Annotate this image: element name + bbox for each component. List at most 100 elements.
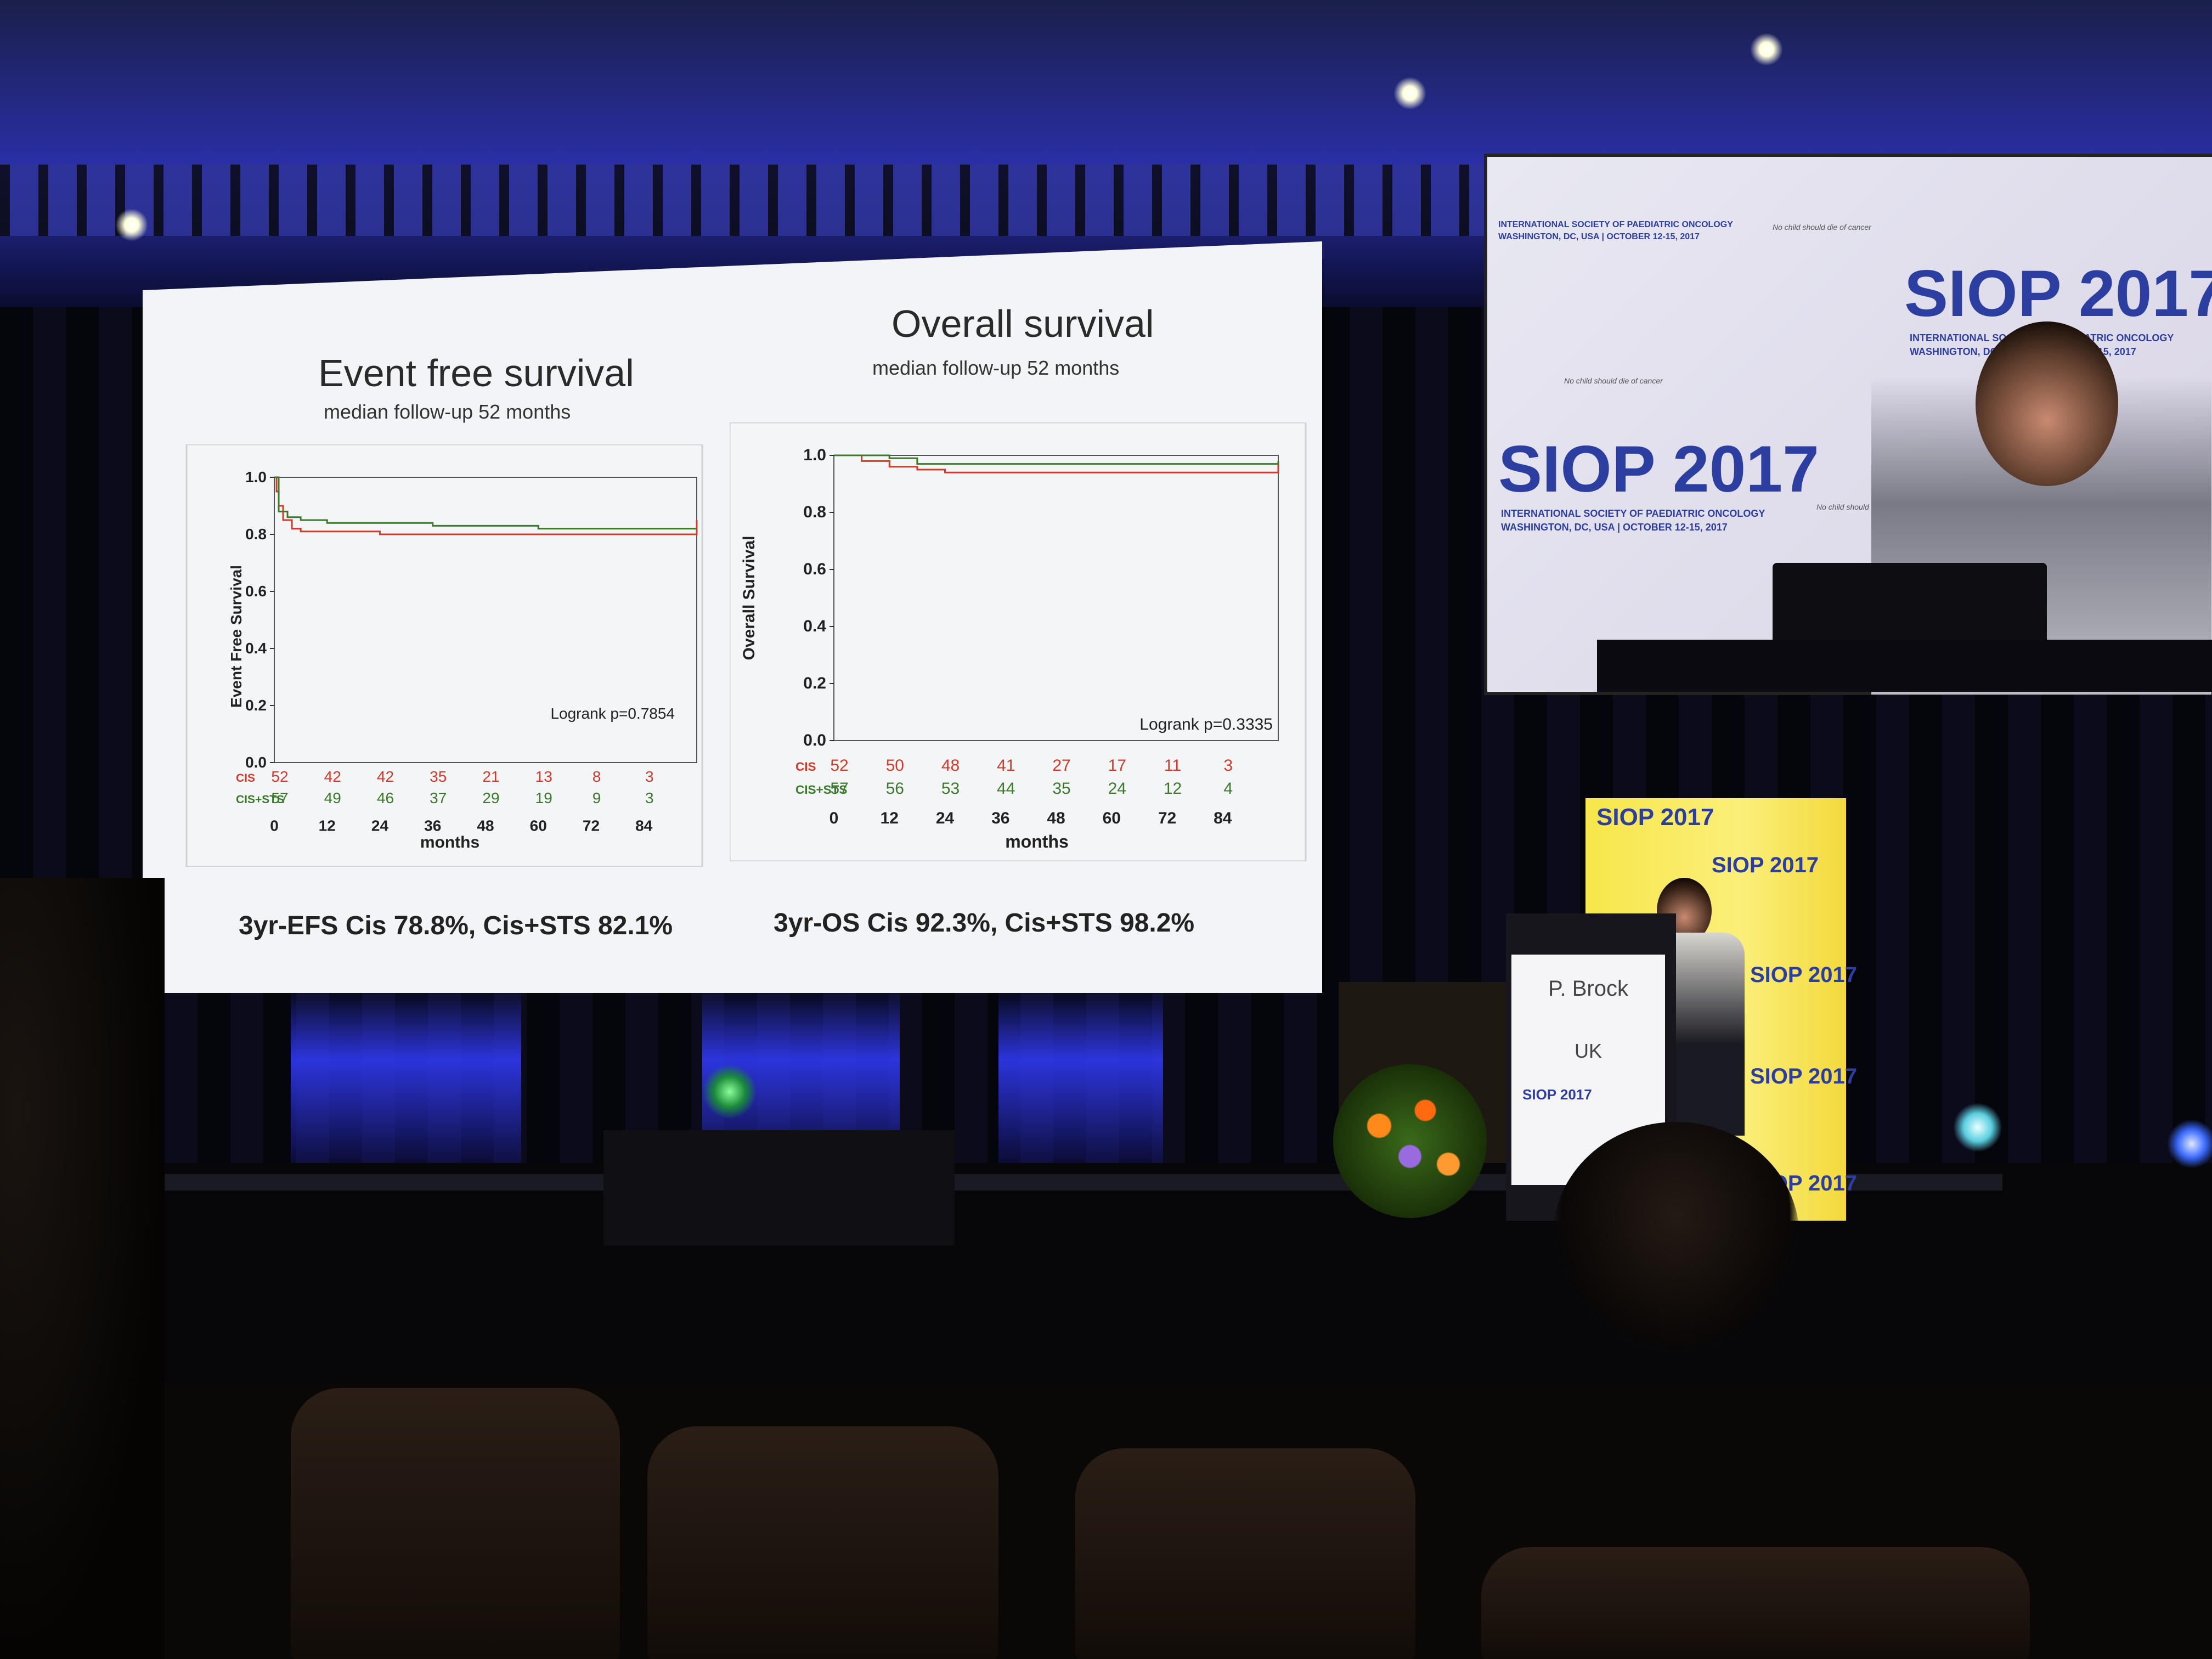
seat-back <box>1481 1547 2030 1659</box>
y-tick-label: 0.8 <box>245 526 267 543</box>
flower-bouquet <box>1333 1064 1487 1218</box>
km-curve-cis <box>834 454 1279 473</box>
at-risk-count: 27 <box>1052 757 1070 775</box>
plot-frame-1 <box>833 455 1279 741</box>
y-tick-label: 0.0 <box>245 754 267 771</box>
siop-tagline: No child should die of cancer <box>1773 223 1871 232</box>
risk-row-label: CIS <box>795 760 816 774</box>
efs-logrank: Logrank p=0.7854 <box>550 705 675 722</box>
siop-logo: SIOP 2017 <box>1498 432 1819 506</box>
siop-location: WASHINGTON, DC, USA | OCTOBER 12-15, 201… <box>1501 522 1728 533</box>
banner-logo: SIOP 2017 <box>1750 1064 1857 1088</box>
x-tick-label: 48 <box>477 817 494 834</box>
y-tick-label: 1.0 <box>803 446 826 464</box>
at-risk-count: 17 <box>1108 757 1126 775</box>
at-risk-count: 42 <box>324 768 341 785</box>
audience-member-head <box>1553 1122 1799 1352</box>
seat-back <box>1075 1448 1415 1659</box>
speaker-country: UK <box>1574 1040 1602 1062</box>
risk-row-label: CIS+STS <box>236 793 284 806</box>
os-chart-title: Overall survival <box>891 302 1154 345</box>
y-tick-label: 0.4 <box>803 617 826 635</box>
side-video-screen: SIOP 2017 INTERNATIONAL SOCIETY OF PAEDI… <box>1484 154 2212 695</box>
os-xlabel: months <box>1005 832 1069 851</box>
floor-light <box>702 1064 757 1119</box>
y-tick-label: 1.0 <box>245 469 267 486</box>
siop-society: INTERNATIONAL SOCIETY OF PAEDIATRIC ONCO… <box>1501 508 1765 519</box>
speaker-video-face <box>1976 321 2118 486</box>
efs-chart: Event Free Survival months Logrank p=0.7… <box>185 444 703 867</box>
at-risk-count: 53 <box>941 780 960 798</box>
at-risk-count: 50 <box>886 757 904 775</box>
at-risk-count: 3 <box>645 768 654 785</box>
seat-back <box>291 1388 620 1659</box>
x-tick-label: 12 <box>881 809 899 827</box>
y-tick-label: 0.2 <box>245 697 267 714</box>
x-tick-label: 0 <box>270 817 279 834</box>
at-risk-count: 35 <box>430 768 447 785</box>
efs-chart-title: Event free survival <box>318 352 634 394</box>
y-tick-label: 0.6 <box>803 560 826 578</box>
os-ylabel: Overall Survival <box>740 536 758 661</box>
floor-light <box>2167 1119 2212 1169</box>
at-risk-count: 35 <box>1052 780 1070 798</box>
at-risk-count: 57 <box>830 780 848 798</box>
x-tick-label: 0 <box>830 809 839 827</box>
podium-logo: SIOP 2017 <box>1522 1086 1592 1103</box>
risk-row-label: CIS+STS <box>795 783 847 797</box>
km-curve-cis-sts <box>834 454 1279 465</box>
at-risk-count: 24 <box>1108 780 1126 798</box>
os-chart-subtitle: median follow-up 52 months <box>872 357 1120 379</box>
x-tick-label: 12 <box>319 817 336 834</box>
y-tick-label: 0.0 <box>803 731 826 749</box>
projection-screen: Event free survival median follow-up 52 … <box>143 241 1322 993</box>
y-tick-label: 0.2 <box>803 674 826 692</box>
os-summary: 3yr-OS Cis 92.3%, Cis+STS 98.2% <box>774 909 1195 938</box>
x-tick-label: 72 <box>583 817 600 834</box>
banner-logo: SIOP 2017 <box>1596 804 1714 831</box>
efs-summary: 3yr-EFS Cis 78.8%, Cis+STS 82.1% <box>239 911 673 940</box>
at-risk-count: 42 <box>377 768 394 785</box>
siop-location: WASHINGTON, DC, USA | OCTOBER 12-15, 201… <box>1498 232 1700 241</box>
video-podium <box>1597 640 2212 692</box>
risk-row-label: CIS <box>236 772 255 785</box>
efs-chart-subtitle: median follow-up 52 months <box>324 400 571 423</box>
stage-light <box>1750 33 1783 66</box>
at-risk-count: 37 <box>430 789 447 806</box>
x-tick-label: 60 <box>530 817 547 834</box>
at-risk-count: 48 <box>941 757 960 775</box>
curtain-uplight <box>291 988 521 1169</box>
stage <box>0 1163 2212 1393</box>
at-risk-count: 13 <box>535 768 552 785</box>
siop-tagline: No child should die of cancer <box>1564 376 1663 385</box>
at-risk-count: 3 <box>645 789 654 806</box>
at-risk-count: 29 <box>482 789 499 806</box>
at-risk-count: 52 <box>271 768 288 785</box>
stage-light <box>115 208 148 241</box>
speaker-name: P. Brock <box>1548 977 1628 1001</box>
x-tick-label: 84 <box>1214 809 1232 827</box>
at-risk-count: 21 <box>482 768 499 785</box>
siop-society: INTERNATIONAL SOCIETY OF PAEDIATRIC ONCO… <box>1498 220 1733 229</box>
at-risk-count: 49 <box>324 789 341 806</box>
x-tick-label: 36 <box>991 809 1009 827</box>
seat-back <box>647 1426 998 1659</box>
x-tick-label: 24 <box>371 817 389 834</box>
y-tick-label: 0.6 <box>245 583 267 600</box>
efs-xlabel: months <box>420 833 479 851</box>
at-risk-count: 41 <box>997 757 1015 775</box>
y-tick-label: 0.8 <box>803 503 826 521</box>
flower-arrangement <box>1311 1042 1509 1245</box>
x-tick-label: 36 <box>424 817 441 834</box>
audience-member-head <box>0 878 165 1659</box>
banner-logo: SIOP 2017 <box>1750 963 1857 987</box>
curtain-uplight <box>998 988 1163 1169</box>
x-tick-label: 24 <box>936 809 955 827</box>
at-risk-count: 8 <box>592 768 601 785</box>
os-logrank: Logrank p=0.3335 <box>1139 715 1273 733</box>
os-panel-border <box>730 422 1307 861</box>
at-risk-count: 4 <box>1223 780 1233 798</box>
x-tick-label: 72 <box>1158 809 1176 827</box>
x-tick-label: 48 <box>1047 809 1065 827</box>
floor-light <box>1953 1103 2002 1152</box>
